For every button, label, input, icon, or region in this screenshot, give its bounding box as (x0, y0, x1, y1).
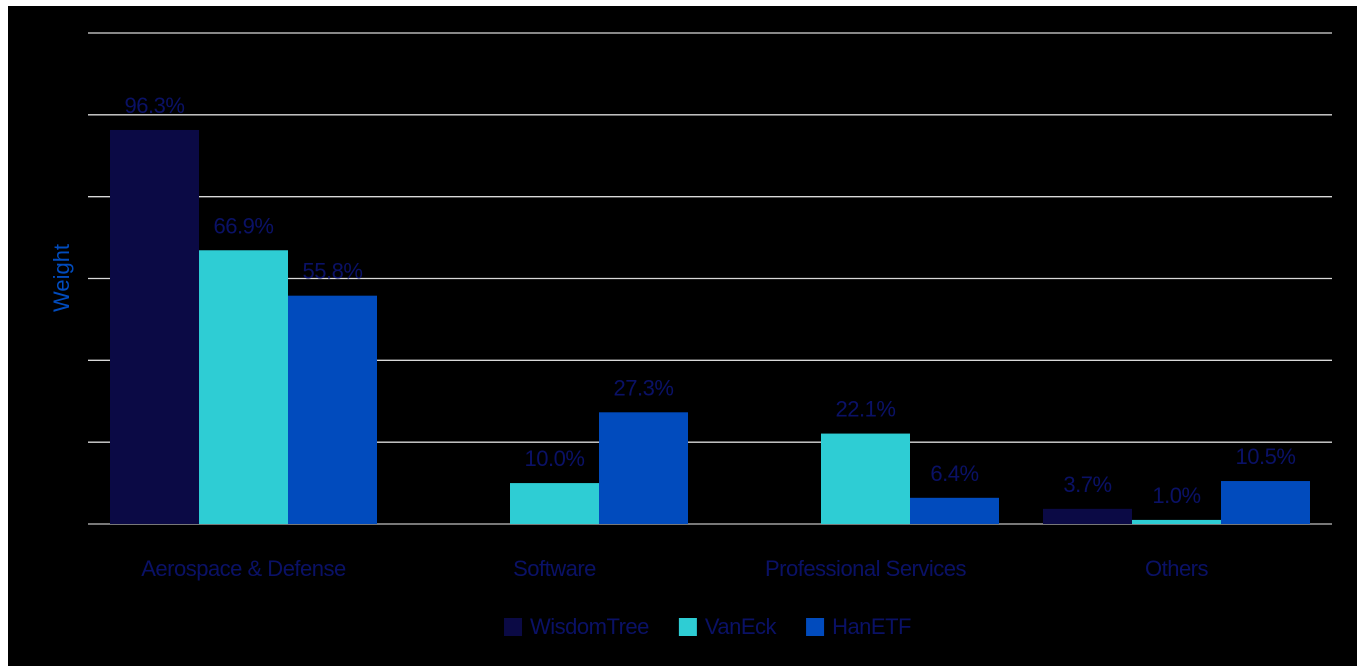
data-labels-group: 96.3% 66.9% 55.8% 10.0% 27.3% 22.1% 6.4% 3.7% 1.… (125, 93, 1296, 508)
legend-swatch-vaneck (678, 618, 697, 636)
bar-vaneck-1 (199, 250, 288, 524)
bar-hanetf-4 (1221, 481, 1310, 524)
bar-vaneck-4 (1132, 519, 1221, 524)
data-label: 10.0% (525, 446, 585, 471)
bar-wisdomtree-1 (110, 129, 199, 524)
bar-hanetf-1 (288, 295, 377, 524)
data-label: 27.3% (614, 375, 674, 400)
bars-group (110, 129, 1310, 524)
bar-hanetf-2 (599, 412, 688, 524)
data-label: 1.0% (1152, 483, 1200, 508)
category-label: Professional Services (765, 556, 967, 581)
chart-frame: 96.3% 66.9% 55.8% 10.0% 27.3% 22.1% 6.4% 3.7% 1.… (8, 6, 1357, 666)
data-label: 96.3% (125, 93, 185, 118)
y-axis-label: Weight (49, 244, 74, 312)
category-label: Others (1145, 556, 1209, 581)
bar-vaneck-3 (821, 433, 910, 524)
data-label: 22.1% (836, 397, 896, 422)
data-label: 3.7% (1063, 472, 1111, 497)
data-label: 10.5% (1236, 444, 1296, 469)
category-label: Aerospace & Defense (141, 556, 346, 581)
data-label: 6.4% (930, 461, 978, 486)
legend-label-wisdomtree: WisdomTree (530, 614, 649, 639)
category-label: Software (513, 556, 596, 581)
bar-wisdomtree-4 (1043, 508, 1132, 524)
legend-swatch-wisdomtree (504, 618, 523, 636)
bar-hanetf-3 (910, 497, 999, 524)
legend-label-vaneck: VanEck (705, 614, 778, 639)
legend-label-hanetf: HanETF (832, 614, 911, 639)
data-label: 55.8% (303, 259, 363, 284)
legend: WisdomTree VanEck HanETF (504, 614, 912, 639)
bar-chart: 96.3% 66.9% 55.8% 10.0% 27.3% 22.1% 6.4% 3.7% 1.… (49, 32, 1332, 639)
bar-vaneck-2 (510, 483, 599, 524)
data-label: 66.9% (214, 213, 274, 238)
category-labels-group: Aerospace & Defense Software Professional … (141, 556, 1209, 581)
legend-swatch-hanetf (806, 618, 825, 636)
